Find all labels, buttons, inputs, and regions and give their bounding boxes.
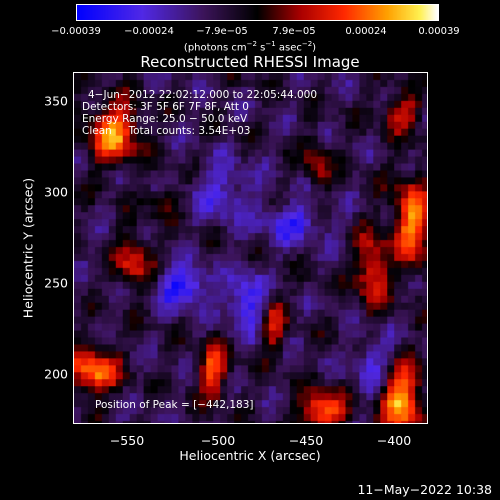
colorbar-tick: −0.00024 (124, 26, 174, 37)
y-tick-label: 300 (44, 184, 68, 200)
colorbar-unit-part: s (256, 42, 266, 54)
colorbar-tick: −0.00039 (51, 26, 101, 37)
colorbar-unit-exp: −2 (246, 40, 257, 48)
plot-timestamp: 11−May−2022 10:38 (357, 482, 492, 497)
colorbar-tick: 0.00024 (345, 26, 387, 37)
x-tick-label: −400 (376, 433, 412, 448)
colorbar (76, 4, 439, 21)
y-tick-label: 250 (44, 275, 68, 291)
y-tick-label: 200 (44, 366, 68, 382)
y-axis-label: Heliocentric Y (arcsec) (20, 177, 36, 319)
colorbar-unit-part: (photons cm (183, 42, 247, 54)
peak-position-label: Position of Peak = [−442,183] (95, 399, 254, 411)
colorbar-unit: (photons cm−2 s−1 asec−2) (184, 40, 316, 53)
colorbar-unit-exp: −1 (265, 40, 276, 48)
time-range-label: 4−Jun−2012 22:02:12.000 to 22:05:44.000 (88, 89, 318, 101)
energy-range-label: Energy Range: 25.0 − 50.0 keV (82, 113, 248, 125)
x-axis-label: Heliocentric X (arcsec) (179, 448, 321, 463)
x-tick-label: −450 (288, 433, 324, 448)
colorbar-unit-part: ) (312, 42, 317, 54)
colorbar-tick: 0.00039 (418, 26, 460, 37)
counts-label: Clean Total counts: 3.54E+03 (82, 125, 251, 137)
y-tick-label: 350 (44, 93, 68, 109)
detectors-label: Detectors: 3F 5F 6F 7F 8F, Att 0 (82, 101, 249, 113)
image-title: Reconstructed RHESSI Image (140, 53, 360, 71)
colorbar-tick: −7.9e−05 (196, 26, 248, 37)
solar-image-plot: 4−Jun−2012 22:02:12.000 to 22:05:44.000 … (73, 72, 428, 424)
colorbar-unit-exp: −2 (301, 40, 313, 48)
x-tick-label: −500 (200, 433, 236, 448)
colorbar-tick: 7.9e−05 (272, 26, 316, 37)
x-tick-label: −550 (109, 433, 145, 448)
reconstructed-image (74, 73, 427, 423)
colorbar-unit-part: asec (275, 42, 302, 54)
